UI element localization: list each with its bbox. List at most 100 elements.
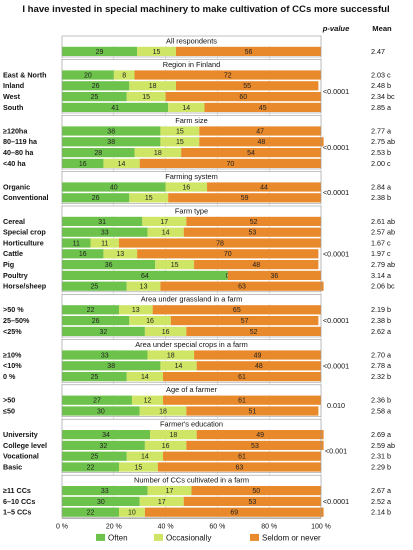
bar-segment-1 <box>150 430 197 440</box>
bar-segment-1 <box>165 182 208 192</box>
data-label: 18 <box>167 352 175 359</box>
bar-segment-2 <box>194 350 321 360</box>
bar-segment-1 <box>160 137 200 147</box>
row-mean: 2.00 c <box>371 159 391 168</box>
data-label: 25 <box>90 374 98 381</box>
data-label: 34 <box>102 432 110 439</box>
x-tick-label: 60 % <box>209 523 225 530</box>
group-header-box <box>62 384 321 395</box>
row-mean: 2.59 ab <box>371 441 395 450</box>
row-mean: 2.77 a <box>371 126 391 135</box>
data-label: 14 <box>118 161 126 168</box>
bar-segment-2 <box>183 227 321 237</box>
data-label: 29 <box>96 49 104 56</box>
data-label: 13 <box>116 251 124 258</box>
row-label: 0 % <box>3 372 16 381</box>
data-label: 30 <box>97 499 105 506</box>
bar-segment-2 <box>196 430 324 440</box>
group-pvalue: <0.0001 <box>323 249 349 258</box>
data-label: 15 <box>142 94 150 101</box>
group-title: Farmer's education <box>160 420 223 429</box>
chart-title: I have invested in special machinery to … <box>22 4 389 15</box>
bar-segment-2 <box>118 238 321 248</box>
data-label: 59 <box>241 195 249 202</box>
row-label: Inland <box>3 81 24 90</box>
bar-segment-0 <box>62 496 140 506</box>
data-label: 56 <box>245 49 253 56</box>
x-tick-label: 20 % <box>106 523 122 530</box>
data-label: 14 <box>162 230 170 237</box>
bar-segment-1 <box>103 249 138 259</box>
bar-segment-2 <box>144 507 324 517</box>
bar-segment-2 <box>157 462 321 472</box>
row-mean: 2.52 a <box>371 497 391 506</box>
row-label: Organic <box>3 182 30 191</box>
row-label: <25% <box>3 327 22 336</box>
bar-segment-0 <box>62 507 119 517</box>
bar-segment-1 <box>147 486 192 496</box>
bar-segment-1 <box>118 305 153 315</box>
bar-segment-2 <box>134 70 321 80</box>
data-label: 41 <box>111 105 119 112</box>
legend-swatch-2 <box>250 533 259 541</box>
group-header-box <box>62 115 321 126</box>
row-mean: 2.06 bc <box>371 282 395 291</box>
row-mean: 2.29 b <box>371 462 391 471</box>
data-label: 17 <box>158 499 166 506</box>
row-label: >50 <box>3 396 15 405</box>
data-label: 69 <box>230 510 238 517</box>
bar-segment-0 <box>62 70 114 80</box>
bar-segment-0 <box>62 281 127 291</box>
row-mean: 2.70 a <box>371 350 391 359</box>
bar-segment-0 <box>62 227 148 237</box>
legend-swatch-0 <box>96 533 105 541</box>
data-label: 45 <box>259 105 267 112</box>
mean-column-header: Mean <box>372 24 392 33</box>
data-label: 64 <box>141 273 149 280</box>
data-label: 16 <box>182 184 190 191</box>
group-title: All respondents <box>166 36 217 45</box>
row-label: <10% <box>3 361 22 370</box>
data-label: 53 <box>248 230 256 237</box>
row-mean: 1.97 c <box>371 249 391 258</box>
bar-segment-1 <box>142 216 187 226</box>
data-label: 53 <box>248 499 256 506</box>
bar-segment-1 <box>90 238 119 248</box>
group-header-box <box>62 171 321 182</box>
group-header-box <box>62 36 321 46</box>
data-label: 16 <box>162 329 170 336</box>
bar-segment-2 <box>199 137 324 147</box>
data-label: 16 <box>146 318 154 325</box>
bar-segment-2 <box>139 158 321 168</box>
row-mean: 2.48 b <box>371 81 391 90</box>
bar-segment-0 <box>62 350 148 360</box>
bar-segment-1 <box>137 46 176 56</box>
data-label: 49 <box>254 352 262 359</box>
group-title: Farming system <box>165 172 218 181</box>
row-mean: 1.67 c <box>371 238 391 247</box>
data-label: 25 <box>90 94 98 101</box>
data-label: 14 <box>175 363 183 370</box>
row-mean: 2.14 b <box>371 508 391 517</box>
bar-segment-2 <box>196 361 321 371</box>
bar-segment-0 <box>62 372 127 382</box>
bar-segment-2 <box>194 260 319 270</box>
plot-area: All respondents 29 15 56 2.47 Region in Finla… <box>3 35 395 519</box>
bar-segment-1 <box>126 372 164 382</box>
bar-segment-2 <box>168 193 321 203</box>
row-mean: 2.53 b <box>371 148 391 157</box>
row-label: 6–10 CCs <box>3 497 35 506</box>
row-label: Basic <box>3 462 22 471</box>
row-label: College level <box>3 441 47 450</box>
data-label: 12 <box>144 398 152 405</box>
row-mean: 2.61 ab <box>371 217 395 226</box>
data-label: 52 <box>250 219 258 226</box>
data-label: 17 <box>160 219 168 226</box>
data-label: 40 <box>110 184 118 191</box>
row-mean: 2.03 c <box>371 70 391 79</box>
bar-segment-0 <box>62 46 138 56</box>
bar-segment-0 <box>62 440 145 450</box>
row-mean: 2.34 bc <box>371 92 395 101</box>
data-label: 10 <box>128 510 136 517</box>
